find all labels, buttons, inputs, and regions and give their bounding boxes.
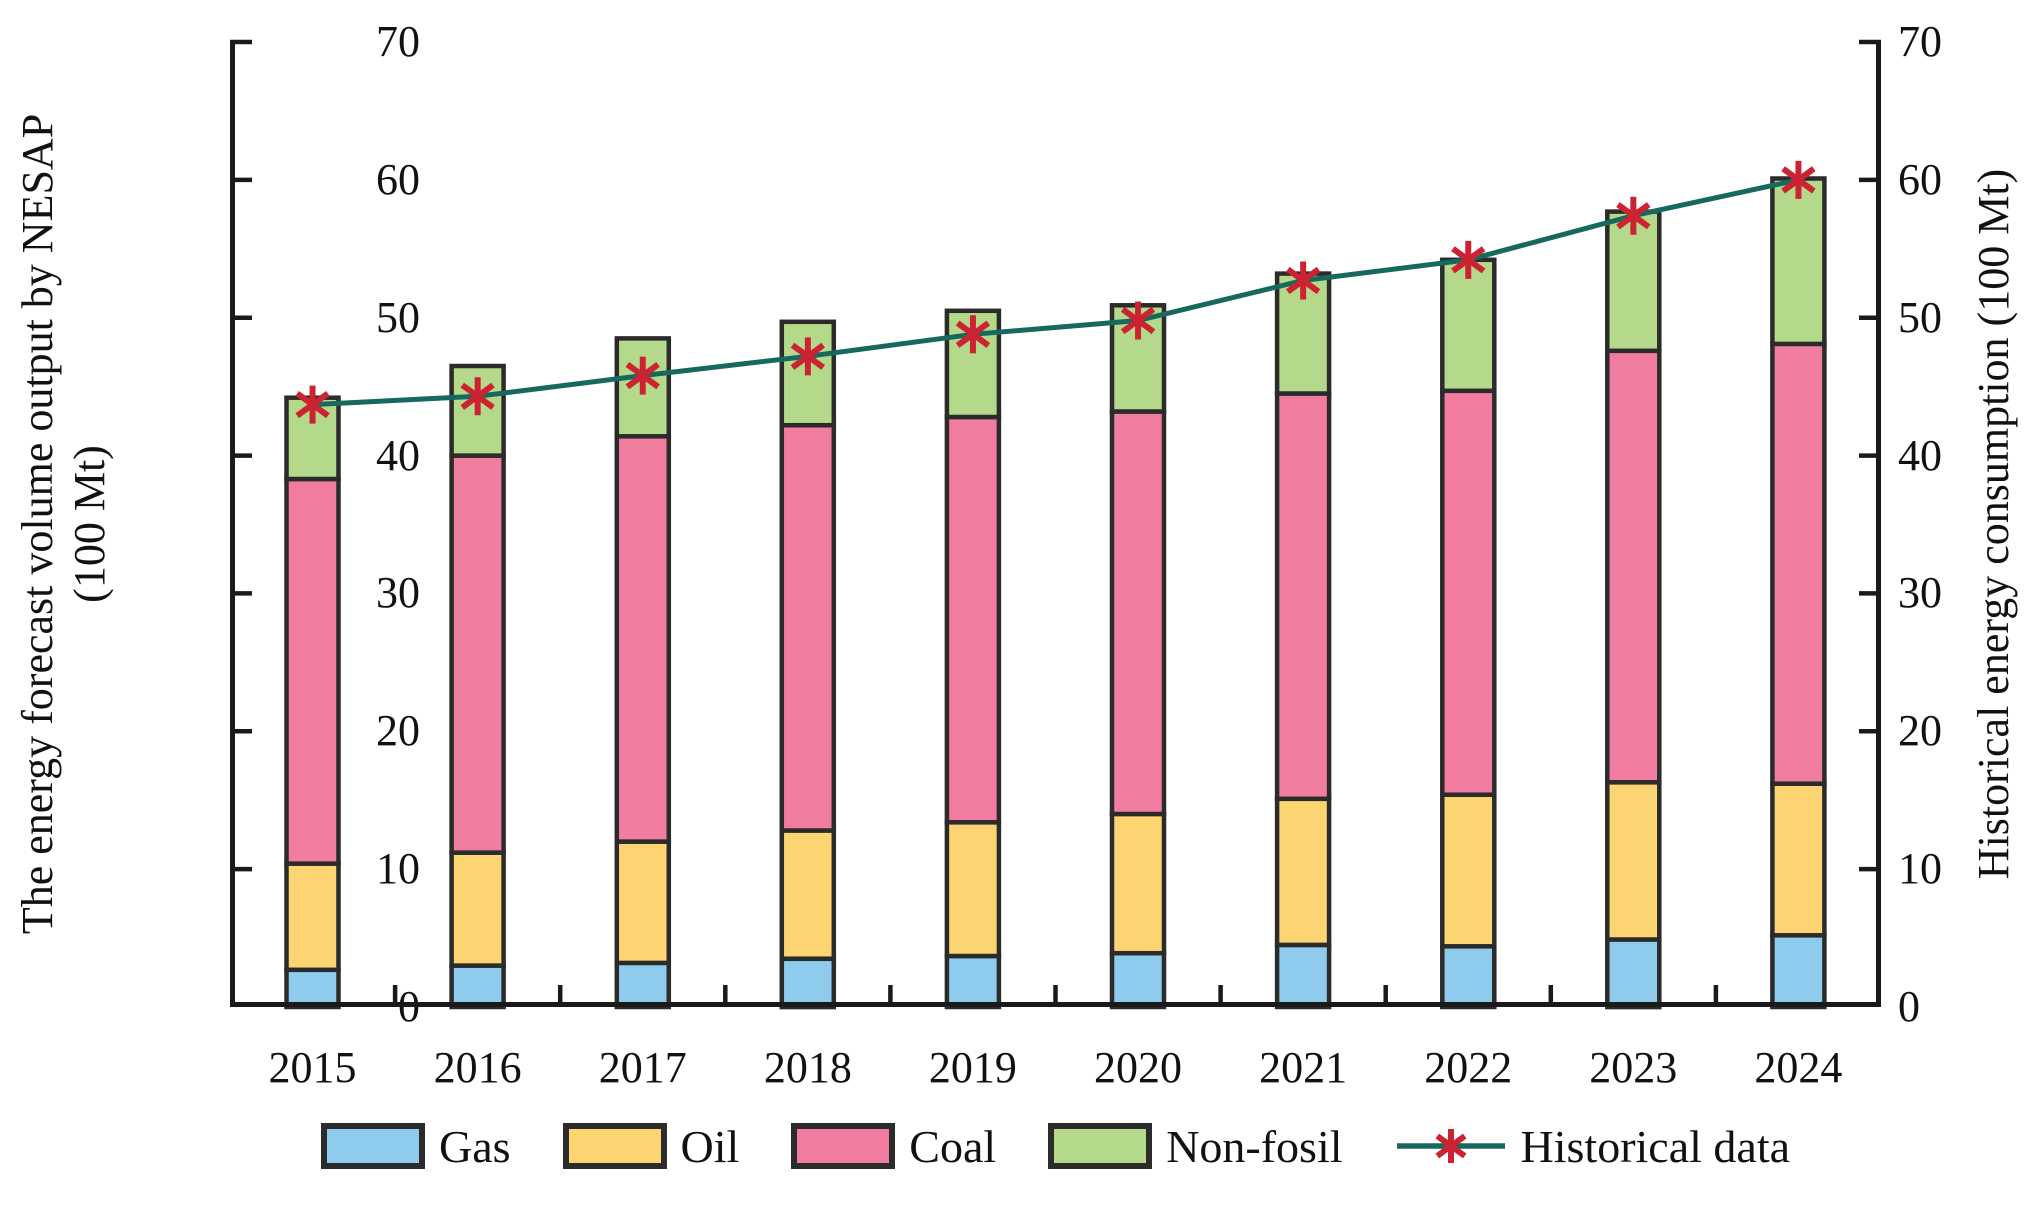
bar-segment-oil-2024 — [1770, 781, 1827, 938]
historical-marker-asterisk — [460, 382, 495, 410]
legend-label: Coal — [909, 1120, 997, 1172]
bar-segment-coal-2020 — [1109, 409, 1167, 817]
y-axis-right-title: Historical energy consumption (100 Mt) — [1969, 168, 2019, 880]
historical-marker-asterisk — [625, 362, 660, 390]
y-tick-label: 40 — [1898, 431, 1942, 480]
historical-marker-asterisk — [1451, 246, 1486, 274]
historical-line-asterisk-icon — [1396, 1129, 1505, 1163]
y-tick-label: 50 — [1898, 293, 1942, 342]
bar-segment-gas-2022 — [1440, 944, 1497, 1010]
historical-data-line — [312, 177, 1799, 408]
historical-marker-asterisk — [295, 390, 330, 419]
y-axis-left-title-line1: The energy forecast volume output by NES… — [13, 113, 63, 935]
legend-item-coal: Coal — [791, 1120, 996, 1173]
bar-segment-gas-2021 — [1274, 942, 1332, 1010]
bar-segment-oil-2016 — [449, 850, 506, 968]
y-axis-right-tick-labels: 70 60 50 40 30 20 10 0 — [1898, 0, 2018, 1210]
y-tick-label: 50 — [376, 293, 420, 342]
x-axis-label: 2015 — [268, 1043, 357, 1092]
bar-segment-gas-2024 — [1770, 933, 1827, 1010]
legend-label: Historical data — [1520, 1120, 1791, 1172]
bar-segment-non-fosil-2023 — [1605, 209, 1662, 354]
bar-segment-coal-2024 — [1770, 341, 1827, 786]
bar-segment-gas-2023 — [1605, 937, 1662, 1010]
chart-canvas — [230, 39, 1881, 1010]
bar-segment-oil-2017 — [614, 839, 672, 966]
x-axis-label: 2020 — [1094, 1043, 1183, 1092]
historical-marker-asterisk — [1286, 266, 1321, 295]
bar-segment-coal-2019 — [944, 414, 1002, 825]
y-axis-left-title-line2: (100 Mt) — [65, 445, 114, 603]
y-tick-label: 20 — [376, 706, 420, 755]
historical-marker-asterisk — [1120, 306, 1156, 335]
x-axis-label: 2024 — [1754, 1043, 1843, 1092]
plot-area — [230, 39, 1881, 1010]
legend-item-historical-data: Historical data — [1395, 1120, 1791, 1173]
bar-segment-non-fosil-2022 — [1440, 257, 1497, 394]
bar-segment-oil-2019 — [944, 820, 1002, 959]
bar-segment-gas-2015 — [284, 967, 341, 1010]
bar-segment-coal-2015 — [284, 476, 341, 866]
x-axis-label: 2022 — [1424, 1043, 1513, 1092]
y-tick-label: 60 — [376, 155, 420, 204]
bar-segment-gas-2020 — [1109, 950, 1167, 1010]
y-axis-left-tick-labels: 70 60 50 40 30 20 10 0 — [0, 0, 420, 1210]
y-tick-label: 10 — [1898, 844, 1942, 893]
y-tick-label: 60 — [1898, 155, 1942, 204]
y-tick-label: 70 — [1898, 17, 1942, 66]
historical-marker-asterisk — [1616, 202, 1651, 230]
x-axis-label: 2018 — [763, 1043, 852, 1092]
bar-segment-gas-2016 — [449, 963, 506, 1010]
bar-segment-coal-2018 — [779, 422, 837, 833]
bar-segment-coal-2021 — [1274, 391, 1332, 802]
bar-segment-oil-2020 — [1109, 811, 1167, 956]
bar-segment-coal-2023 — [1605, 348, 1662, 785]
bar-segment-oil-2018 — [779, 828, 837, 961]
y-tick-label: 30 — [376, 568, 420, 617]
x-axis-label: 2019 — [928, 1043, 1017, 1092]
historical-marker-asterisk — [790, 342, 825, 370]
non-fosil-swatch-icon — [1048, 1123, 1153, 1169]
legend: Gas Oil Coal Non-fosil Historical data — [230, 1114, 1881, 1178]
x-axis-label: 2021 — [1259, 1043, 1348, 1092]
oil-swatch-icon — [562, 1123, 667, 1169]
legend-marker-asterisk — [1434, 1133, 1467, 1159]
legend-item-non-fosil: Non-fosil — [1048, 1120, 1343, 1173]
y-tick-label: 70 — [376, 17, 420, 66]
x-axis-label: 2016 — [433, 1043, 522, 1092]
legend-item-oil: Oil — [562, 1120, 740, 1173]
bar-segment-coal-2022 — [1440, 388, 1497, 797]
historical-marker-asterisk — [1781, 166, 1816, 194]
historical-marker-asterisk — [955, 320, 991, 348]
x-axis-label: 2023 — [1589, 1043, 1678, 1092]
y-tick-label: 10 — [376, 844, 420, 893]
legend-label: Oil — [680, 1120, 740, 1172]
bar-segment-oil-2022 — [1440, 792, 1497, 949]
y-axis-left-title: The energy forecast volume output by NES… — [12, 114, 116, 934]
bar-segment-oil-2015 — [284, 861, 341, 973]
y-tick-label: 20 — [1898, 706, 1942, 755]
y-tick-label: 30 — [1898, 568, 1942, 617]
coal-swatch-icon — [791, 1123, 896, 1169]
y-tick-label: 40 — [376, 431, 420, 480]
bar-segment-coal-2017 — [614, 434, 672, 844]
x-axis-labels: 2015 2016 2017 2018 2019 2020 2021 2022 … — [230, 1042, 1881, 1094]
bar-segment-gas-2017 — [614, 960, 672, 1010]
bar-segment-oil-2021 — [1274, 796, 1332, 948]
legend-label: Gas — [438, 1120, 511, 1172]
bar-segment-oil-2023 — [1605, 780, 1662, 942]
legend-label: Non-fosil — [1166, 1120, 1343, 1172]
y-tick-label: 0 — [1898, 982, 1920, 1031]
bar-segment-gas-2018 — [779, 956, 837, 1010]
x-axis-label: 2017 — [598, 1043, 687, 1092]
bar-segment-non-fosil-2024 — [1770, 176, 1827, 347]
legend-item-gas: Gas — [320, 1120, 511, 1173]
gas-swatch-icon — [320, 1123, 425, 1169]
bar-segment-coal-2016 — [449, 453, 506, 855]
bar-segment-gas-2019 — [944, 953, 1002, 1010]
